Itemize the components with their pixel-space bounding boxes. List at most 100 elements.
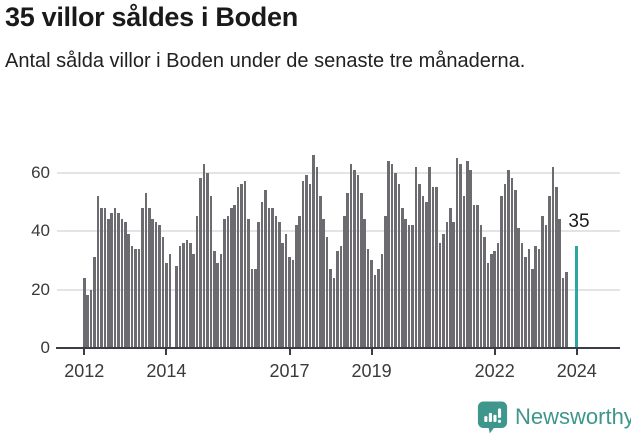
bar bbox=[271, 207, 274, 348]
bar bbox=[561, 277, 565, 348]
bar bbox=[558, 219, 561, 348]
bar bbox=[260, 201, 264, 348]
bar bbox=[380, 254, 384, 348]
bar bbox=[264, 190, 267, 348]
bar bbox=[438, 242, 442, 348]
bar bbox=[510, 178, 514, 348]
bar bbox=[209, 195, 213, 348]
bar bbox=[113, 207, 117, 348]
newsworthy-logo-icon bbox=[477, 400, 508, 434]
x-axis-tick-label: 2019 bbox=[351, 361, 392, 381]
bar bbox=[226, 216, 230, 348]
bar bbox=[486, 263, 490, 348]
bar bbox=[154, 222, 158, 348]
bar bbox=[199, 178, 202, 348]
brand-name: Newsworthy bbox=[515, 404, 631, 429]
bar bbox=[527, 248, 531, 348]
bar bbox=[147, 207, 151, 348]
bar bbox=[472, 204, 476, 348]
bar bbox=[315, 166, 319, 348]
bar bbox=[548, 195, 551, 348]
bar bbox=[267, 207, 271, 348]
bar bbox=[404, 219, 408, 348]
bar bbox=[141, 207, 144, 348]
bar bbox=[507, 169, 510, 348]
bar bbox=[243, 181, 247, 348]
bar bbox=[414, 166, 418, 348]
x-axis-tick bbox=[575, 349, 578, 355]
bar bbox=[387, 160, 390, 348]
bar bbox=[479, 225, 483, 348]
bar bbox=[295, 225, 298, 348]
bar bbox=[544, 225, 548, 348]
x-axis-tick-label: 2024 bbox=[556, 361, 597, 381]
page-title: 35 villor såldes i Boden bbox=[5, 2, 298, 32]
x-axis-tick bbox=[370, 349, 373, 355]
bar bbox=[96, 195, 100, 348]
bar bbox=[353, 169, 356, 348]
bar bbox=[182, 242, 185, 348]
bar bbox=[332, 277, 336, 348]
bar bbox=[346, 192, 349, 348]
bar bbox=[455, 157, 459, 348]
bar bbox=[493, 251, 496, 348]
bar bbox=[496, 242, 500, 348]
bar bbox=[476, 204, 479, 348]
bar bbox=[366, 248, 370, 348]
bar bbox=[469, 169, 473, 348]
bar bbox=[483, 236, 486, 348]
bar bbox=[466, 160, 469, 348]
bar bbox=[110, 213, 113, 348]
bar bbox=[500, 195, 503, 348]
bar bbox=[349, 163, 353, 348]
x-axis-tick bbox=[165, 349, 168, 355]
brand-footer: Newsworthy bbox=[477, 400, 631, 434]
bar bbox=[322, 219, 325, 348]
bar bbox=[277, 222, 281, 348]
bar bbox=[442, 233, 445, 348]
bar bbox=[212, 251, 216, 348]
bar bbox=[185, 239, 189, 348]
bar bbox=[342, 216, 346, 348]
y-gridline bbox=[57, 171, 620, 174]
bar bbox=[312, 154, 315, 348]
bar bbox=[425, 201, 428, 348]
y-axis-tick-label: 60 bbox=[31, 162, 50, 182]
bar bbox=[503, 184, 507, 348]
bar bbox=[219, 254, 223, 348]
bar bbox=[103, 207, 107, 348]
bar bbox=[134, 248, 137, 348]
bar bbox=[373, 274, 377, 348]
x-axis-line bbox=[56, 346, 620, 349]
bar bbox=[459, 163, 462, 348]
bar bbox=[284, 233, 288, 348]
y-axis-tick-label: 40 bbox=[31, 221, 50, 240]
bar bbox=[117, 213, 120, 348]
x-axis-tick bbox=[83, 349, 86, 355]
bar bbox=[274, 216, 278, 348]
bar bbox=[308, 184, 312, 348]
bar bbox=[336, 251, 339, 348]
bar bbox=[448, 207, 452, 348]
bar bbox=[325, 236, 329, 348]
bar bbox=[236, 187, 240, 348]
bar bbox=[363, 219, 367, 348]
bar bbox=[120, 219, 124, 348]
bar bbox=[541, 216, 544, 348]
bar bbox=[178, 245, 182, 348]
y-gridline bbox=[57, 230, 620, 232]
bar bbox=[233, 204, 237, 348]
bar bbox=[257, 222, 260, 348]
bar bbox=[356, 175, 360, 348]
bar bbox=[250, 269, 254, 348]
bar bbox=[428, 166, 431, 348]
bar bbox=[452, 222, 455, 348]
bar bbox=[377, 269, 380, 348]
x-axis-tick-label: 2017 bbox=[269, 361, 310, 381]
bar bbox=[462, 195, 466, 348]
highlight-value-label: 35 bbox=[568, 211, 590, 232]
bar bbox=[192, 254, 196, 348]
bar bbox=[360, 192, 363, 348]
